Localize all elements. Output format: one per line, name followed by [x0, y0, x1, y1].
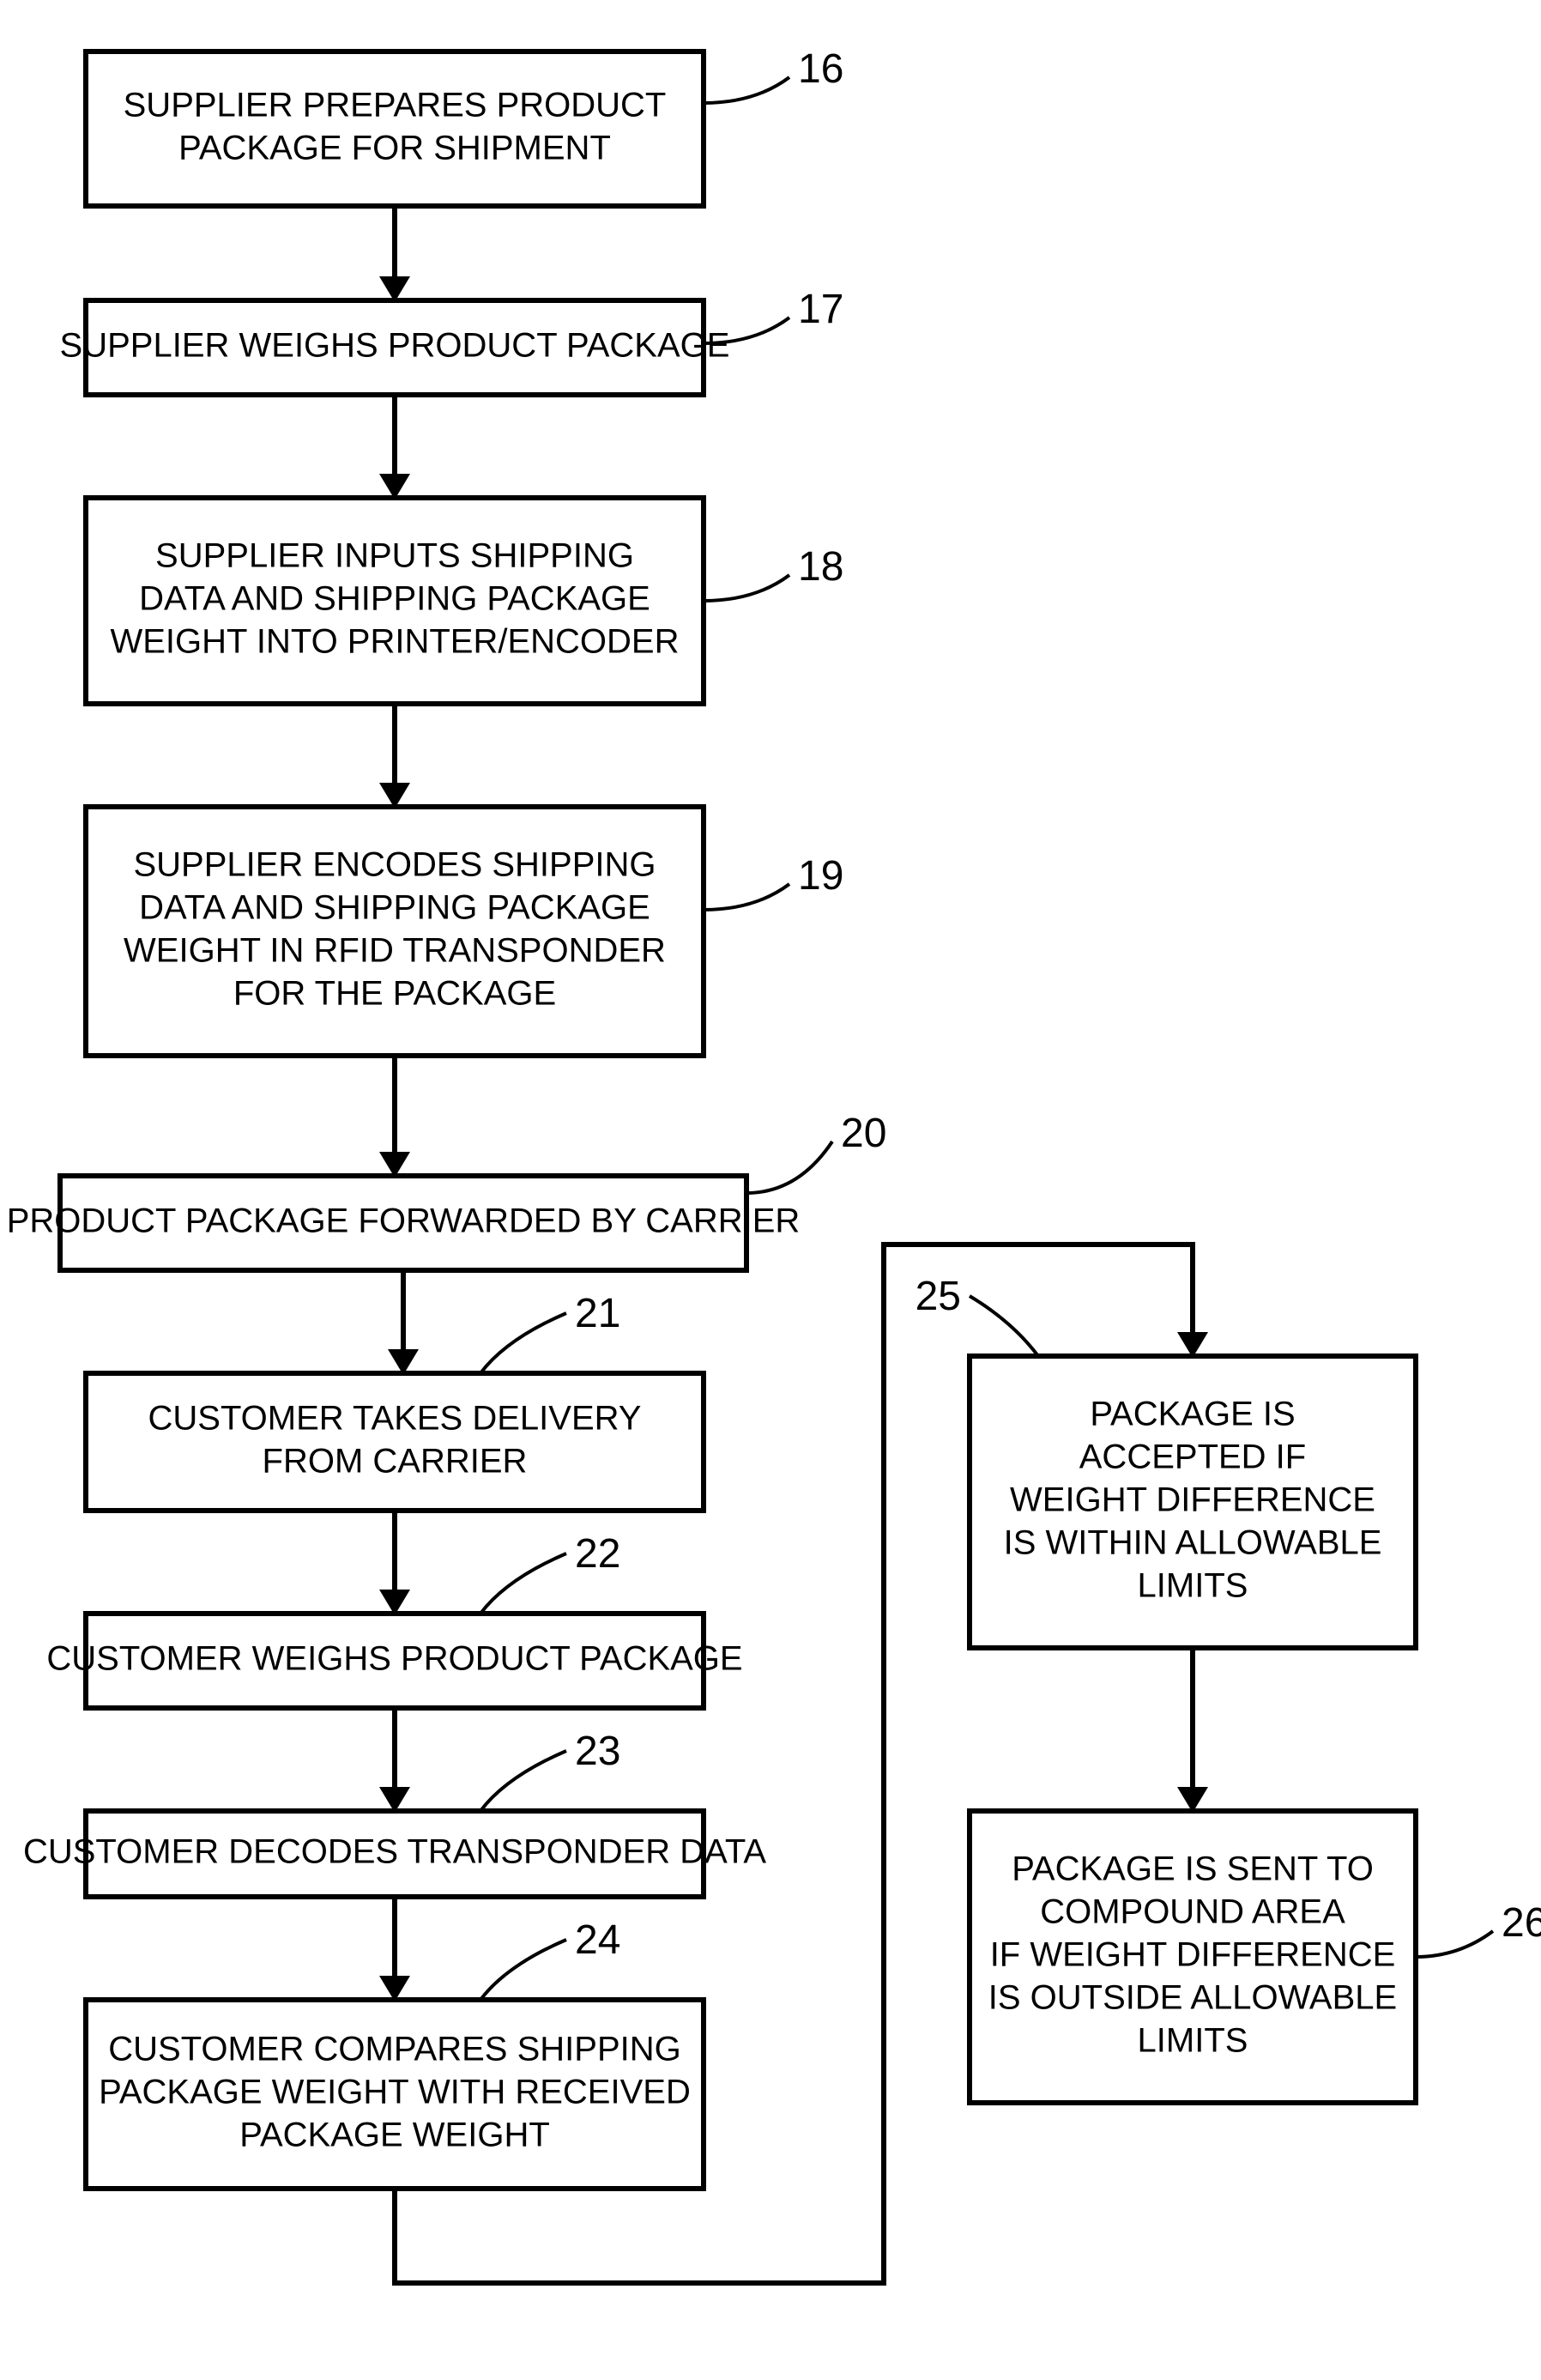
label-text: 21	[575, 1291, 620, 1336]
node-text: CUSTOMER COMPARES SHIPPING	[108, 2031, 681, 2068]
label-20: 20	[746, 1111, 886, 1193]
node-text: COMPOUND AREA	[1040, 1893, 1345, 1931]
node-text: CUSTOMER WEIGHS PRODUCT PACKAGE	[46, 1640, 742, 1678]
node-text: SUPPLIER PREPARES PRODUCT	[124, 87, 667, 124]
label-text: 20	[841, 1111, 886, 1156]
node-text: SUPPLIER INPUTS SHIPPING	[155, 537, 634, 575]
node-text: WEIGHT INTO PRINTER/ENCODER	[110, 623, 679, 661]
label-text: 26	[1502, 1900, 1541, 1946]
label-24: 24	[480, 1917, 620, 2000]
label-18: 18	[704, 544, 843, 601]
node-text: WEIGHT IN RFID TRANSPONDER	[124, 932, 666, 970]
label-16: 16	[704, 46, 843, 103]
node-n19: SUPPLIER ENCODES SHIPPING DATA AND SHIPPI…	[86, 807, 704, 1056]
node-text: CUSTOMER DECODES TRANSPONDER DATA	[23, 1833, 766, 1871]
flowchart-root: SUPPLIER PREPARES PRODUCT PACKAGE FOR SHI…	[0, 0, 1541, 2380]
label-21: 21	[480, 1291, 620, 1373]
node-n21: CUSTOMER TAKES DELIVERY FROM CARRIER	[86, 1373, 704, 1511]
node-text: WEIGHT DIFFERENCE	[1010, 1481, 1375, 1519]
node-text: FROM CARRIER	[263, 1443, 528, 1481]
node-n16: SUPPLIER PREPARES PRODUCT PACKAGE FOR SHI…	[86, 51, 704, 206]
label-19: 19	[704, 853, 843, 910]
label-text: 19	[798, 853, 843, 899]
node-n24: CUSTOMER COMPARES SHIPPING PACKAGE WEIGHT…	[86, 2000, 704, 2189]
label-text: 24	[575, 1917, 620, 1963]
label-text: 17	[798, 287, 843, 332]
node-text: IS OUTSIDE ALLOWABLE	[988, 1979, 1397, 2017]
label-text: 18	[798, 544, 843, 590]
node-n20: PRODUCT PACKAGE FORWARDED BY CARRIER	[7, 1176, 801, 1270]
node-text: PACKAGE FOR SHIPMENT	[178, 130, 611, 167]
label-22: 22	[480, 1531, 620, 1614]
node-text: PRODUCT PACKAGE FORWARDED BY CARRIER	[7, 1202, 801, 1240]
node-text: PACKAGE WEIGHT WITH RECEIVED	[99, 2074, 691, 2111]
label-text: 16	[798, 46, 843, 92]
node-text: SUPPLIER WEIGHS PRODUCT PACKAGE	[60, 327, 730, 365]
label-26: 26	[1416, 1900, 1541, 1957]
label-text: 25	[916, 1274, 961, 1319]
node-text: IS WITHIN ALLOWABLE	[1004, 1524, 1382, 1562]
node-text: LIMITS	[1138, 1567, 1248, 1605]
node-text: PACKAGE IS	[1090, 1396, 1295, 1433]
label-25: 25	[916, 1274, 1038, 1356]
node-text: PACKAGE IS SENT TO	[1012, 1850, 1374, 1888]
node-n23: CUSTOMER DECODES TRANSPONDER DATA	[23, 1811, 766, 1897]
node-text: SUPPLIER ENCODES SHIPPING	[133, 846, 656, 884]
node-text: CUSTOMER TAKES DELIVERY	[148, 1400, 642, 1438]
node-text: LIMITS	[1138, 2022, 1248, 2060]
node-text: DATA AND SHIPPING PACKAGE	[139, 889, 650, 927]
node-text: IF WEIGHT DIFFERENCE	[990, 1936, 1396, 1974]
node-text: DATA AND SHIPPING PACKAGE	[139, 580, 650, 618]
node-text: FOR THE PACKAGE	[233, 975, 556, 1013]
node-n22: CUSTOMER WEIGHS PRODUCT PACKAGE	[46, 1614, 742, 1708]
label-23: 23	[480, 1729, 620, 1811]
node-n17: SUPPLIER WEIGHS PRODUCT PACKAGE	[60, 300, 730, 395]
node-n25: PACKAGE IS ACCEPTED IF WEIGHT DIFFERENCE IS…	[970, 1356, 1416, 1648]
node-n26: PACKAGE IS SENT TO COMPOUND AREA IF WEIGHT…	[970, 1811, 1416, 2103]
node-text: ACCEPTED IF	[1079, 1438, 1306, 1476]
label-text: 22	[575, 1531, 620, 1577]
label-text: 23	[575, 1729, 620, 1774]
node-n18: SUPPLIER INPUTS SHIPPING DATA AND SHIPPIN…	[86, 498, 704, 704]
node-text: PACKAGE WEIGHT	[239, 2117, 550, 2154]
